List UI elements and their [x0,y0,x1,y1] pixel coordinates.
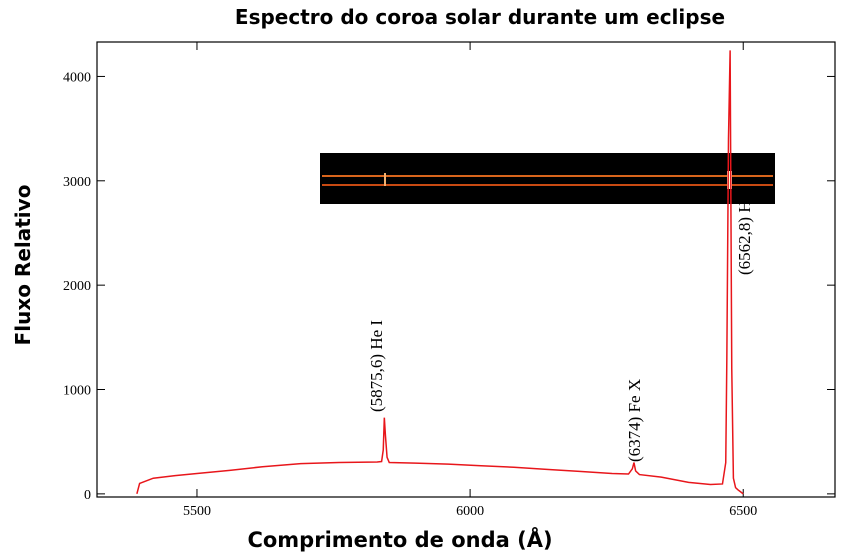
y-tick-label: 3000 [63,175,91,190]
image-line [384,173,386,186]
chart-title: Espectro do coroa solar durante um eclip… [235,5,725,29]
plot-frame [96,41,836,498]
x-tick-label: 5500 [183,504,211,519]
spectrum-line [136,50,744,495]
x-tick-label: 6000 [456,504,484,519]
annotation: (6562,8) Hα [735,191,754,275]
x-axis-label: Comprimento de onda (Å) [247,527,552,552]
y-tick-label: 2000 [63,279,91,294]
annotation: (5875,6) He I [367,320,386,412]
image-strip [320,153,775,204]
x-tick-label: 6500 [729,504,757,519]
y-tick-label: 4000 [63,70,91,85]
y-tick-label: 0 [84,488,91,503]
y-axis-label: Fluxo Relativo [11,185,35,346]
image-line [727,171,732,189]
annotation: (6374) Fe X [625,379,644,462]
y-tick-label: 1000 [63,384,91,399]
spectrum-image [320,153,775,204]
